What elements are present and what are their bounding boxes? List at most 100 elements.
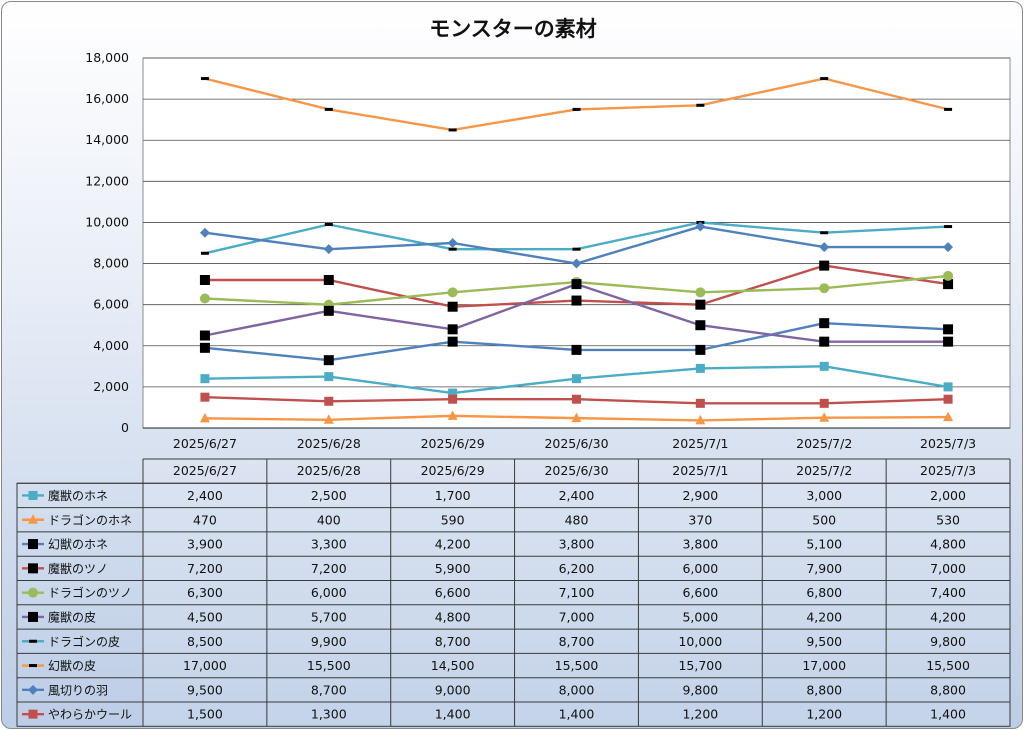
table-cell: 5,000 [682, 609, 718, 624]
table-cell: 9,500 [187, 682, 223, 697]
data-point [695, 344, 706, 355]
data-point [448, 247, 457, 251]
y-tick-label: 4,000 [93, 338, 129, 353]
data-point [695, 414, 706, 425]
data-point [943, 411, 954, 422]
table-header-cell: 2025/6/29 [421, 463, 485, 478]
data-point [695, 363, 705, 373]
legend-key-marker [28, 709, 38, 719]
series-name: 魔獣のホネ [48, 488, 108, 503]
series-2 [199, 410, 954, 425]
data-point [448, 128, 457, 132]
table-cell: 6,200 [559, 561, 595, 576]
legend-key-marker [28, 563, 38, 574]
data-point [324, 223, 333, 226]
table-cell: 3,000 [806, 488, 842, 503]
data-point [819, 412, 830, 422]
table-cell: 400 [317, 512, 341, 527]
chart-title: モンスターの素材 [429, 17, 597, 41]
table-cell: 4,200 [806, 609, 842, 624]
data-point [819, 398, 829, 408]
legend-key-marker [29, 664, 37, 668]
table-cell: 17,000 [183, 658, 227, 673]
data-point [447, 238, 458, 248]
data-point [199, 293, 210, 304]
data-point [323, 244, 334, 255]
y-tick-label: 8,000 [93, 256, 129, 271]
series-name: 風切りの羽 [48, 683, 108, 697]
table-cell: 2,500 [311, 488, 347, 503]
data-point [571, 258, 582, 269]
data-point [572, 394, 581, 404]
table-header-cell: 2025/6/28 [297, 463, 361, 478]
table-cell: 3,900 [187, 537, 223, 552]
data-point [447, 287, 458, 298]
table-cell: 2,400 [559, 488, 595, 503]
table-cell: 15,700 [678, 658, 722, 673]
table-cell: 7,000 [559, 609, 595, 624]
table-row: やわらかウール 1,500 1,300 1,400 1,400 1,200 1,200 1,4… [22, 707, 966, 722]
data-point [695, 299, 706, 310]
series-name: ドラゴンの皮 [48, 634, 120, 649]
data-point [448, 394, 458, 404]
table-cell: 15,500 [307, 658, 351, 673]
table-row: ドラゴンのホネ 470 400 590 480 370 500 530 [22, 512, 960, 527]
table-row: 魔獣のツノ 7,200 7,200 5,900 6,200 6,000 7,900 7,000 [22, 561, 966, 576]
table-cell: 3,800 [682, 537, 718, 552]
table-cell: 530 [936, 512, 960, 527]
data-point [695, 287, 706, 298]
data-point [447, 324, 458, 335]
table-cell: 8,700 [311, 682, 347, 697]
table-cell: 7,000 [930, 561, 966, 576]
table-cell: 1,400 [435, 707, 471, 722]
table-cell: 9,500 [806, 634, 842, 649]
table-cell: 15,500 [926, 658, 970, 673]
table-cell: 7,200 [311, 561, 347, 576]
x-tick-label: 2025/7/2 [796, 436, 852, 451]
y-tick-label: 18,000 [85, 50, 129, 65]
table-row: 幻獣の皮 17,000 15,500 14,500 15,500 15,700 17,000… [22, 658, 970, 673]
data-point [200, 77, 209, 81]
data-point [324, 396, 334, 406]
data-point [571, 279, 582, 290]
table-cell: 17,000 [802, 658, 846, 673]
data-point [943, 382, 953, 392]
table-cell: 6,000 [311, 585, 347, 600]
series-10 [200, 392, 953, 408]
y-tick-label: 16,000 [85, 91, 129, 106]
data-point [199, 342, 210, 353]
table-cell: 9,800 [930, 634, 966, 649]
table-cell: 4,800 [435, 609, 471, 624]
x-tick-label: 2025/6/27 [173, 436, 237, 451]
table-cell: 480 [565, 512, 589, 527]
legend-key-marker [29, 639, 37, 643]
x-tick-label: 2025/6/30 [544, 436, 608, 451]
data-point [819, 283, 830, 294]
legend-key-marker [28, 490, 38, 500]
x-tick-label: 2025/6/29 [421, 436, 485, 451]
legend-key-marker [28, 514, 38, 524]
data-point [571, 295, 582, 306]
table-cell: 3,800 [559, 537, 595, 552]
table-cell: 10,000 [678, 634, 722, 649]
data-point [943, 336, 954, 347]
data-point [324, 107, 333, 111]
data-point [943, 394, 953, 404]
table-cell: 8,000 [559, 682, 595, 697]
table-header-cell: 2025/7/3 [920, 463, 976, 478]
data-point [447, 301, 458, 312]
table-row: ドラゴンの皮 8,500 9,900 8,700 8,700 10,000 9,500 9,8… [22, 634, 966, 649]
legend-key-marker [28, 684, 38, 695]
table-cell: 500 [812, 512, 836, 527]
series-name: 魔獣の皮 [48, 609, 96, 624]
data-point [944, 225, 953, 229]
series-1 [200, 361, 953, 398]
data-point [200, 374, 210, 384]
table-header-cell: 2025/6/30 [544, 463, 608, 478]
table-cell: 1,400 [559, 707, 595, 722]
x-tick-label: 2025/7/1 [672, 436, 728, 451]
table-cell: 1,400 [930, 707, 966, 722]
series-9 [199, 221, 954, 269]
table-cell: 9,800 [682, 682, 718, 697]
series-name: 魔獣のツノ [48, 561, 108, 576]
